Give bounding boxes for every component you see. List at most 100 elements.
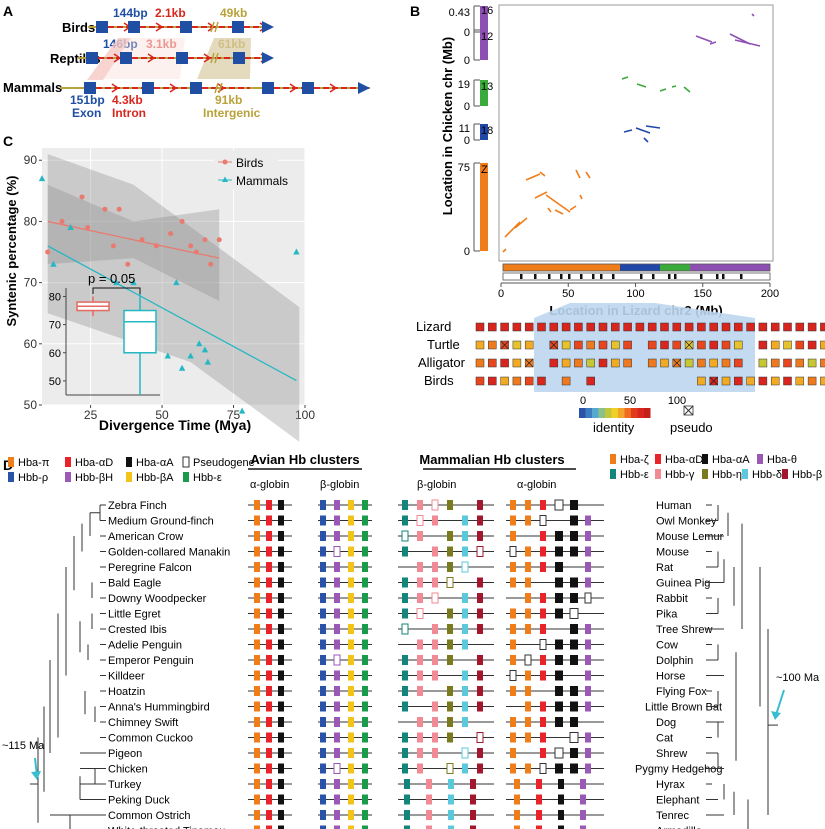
identity-cell xyxy=(807,340,817,350)
mammal-beta-gene xyxy=(432,515,438,526)
synteny-segment xyxy=(643,137,649,143)
identity-gradient-step xyxy=(585,408,592,418)
avian-alpha-gene xyxy=(254,794,260,805)
mammal-alpha-gene xyxy=(585,577,591,588)
mammal-beta-gene xyxy=(447,686,453,696)
mammal-alpha-gene xyxy=(510,655,516,665)
identity-cell xyxy=(537,376,546,386)
avian-legend-label: Hba-αD xyxy=(75,457,113,469)
avian-beta-gene xyxy=(348,515,354,526)
identity-cell xyxy=(795,376,805,386)
mammal-beta-gene xyxy=(477,655,483,665)
synteny-segment xyxy=(525,173,541,181)
mammal-alpha-gene xyxy=(585,686,591,696)
identity-cell xyxy=(758,376,768,386)
identity-cell xyxy=(500,358,509,368)
mammal-alpha-gene xyxy=(539,515,547,526)
avian-alpha-gene xyxy=(266,500,272,510)
mammal-alpha-gene xyxy=(558,825,564,829)
avian-beta-gene xyxy=(334,748,340,758)
identity-cell xyxy=(475,376,485,386)
mammal-alpha-gene xyxy=(570,593,578,603)
exon-box xyxy=(232,21,244,33)
mammal-alpha-gene xyxy=(555,701,563,712)
chromosome-bar xyxy=(480,6,488,32)
identity-cell xyxy=(697,358,706,368)
bird-species-name: White-throated Tinamou xyxy=(108,826,225,829)
synteny-segment xyxy=(621,76,629,80)
identity-tick: 0 xyxy=(580,395,586,407)
avian-alpha-gene xyxy=(266,562,272,572)
mammal-alpha-gene xyxy=(540,500,546,510)
mammal-alpha-gene xyxy=(514,794,520,805)
mammal-species-name: Pika xyxy=(656,609,678,621)
panel-a-letter: A xyxy=(3,3,13,19)
mammal-beta-gene xyxy=(462,763,468,774)
exon-box xyxy=(128,21,140,33)
identity-cell xyxy=(758,358,768,368)
identity-cell xyxy=(586,322,595,332)
bird-species-name: Chicken xyxy=(108,764,148,776)
identity-cell xyxy=(512,322,522,332)
mammal-beta-gene xyxy=(448,779,454,789)
mammal-alpha-gene xyxy=(570,686,578,696)
intron-arrow xyxy=(147,53,156,63)
birds-point xyxy=(116,206,122,212)
avian-beta-gene xyxy=(320,794,326,805)
lizard-chr2-bar xyxy=(502,263,771,281)
mammal-beta-gene xyxy=(462,593,468,603)
break-mark xyxy=(214,21,219,33)
mammal-beta-gene xyxy=(448,825,454,829)
gene-tick xyxy=(722,274,725,279)
synteny-segment xyxy=(547,207,552,213)
synteny-segment xyxy=(534,191,548,199)
mammal-beta-header: β-globin xyxy=(417,479,456,491)
avian-alpha-gene xyxy=(278,531,284,541)
avian-alpha-gene xyxy=(266,810,272,820)
mammal-legend-label: Hbb-ε xyxy=(620,469,649,481)
identity-label: identity xyxy=(593,420,635,435)
mammal-alpha-gene xyxy=(540,701,546,712)
avian-legend-swatch xyxy=(8,472,14,482)
avian-beta-gene xyxy=(320,686,326,696)
identity-cell xyxy=(475,358,485,368)
identity-cell xyxy=(598,322,608,332)
identity-cell xyxy=(734,358,743,368)
birds-point xyxy=(202,237,208,243)
avian-beta-gene xyxy=(334,779,340,789)
mammal-legend-swatch xyxy=(655,469,661,479)
mammal-beta-gene xyxy=(431,499,439,511)
panel-b-letter: B xyxy=(410,3,420,19)
bird-phylogeny xyxy=(30,504,106,829)
mammal-beta-gene xyxy=(447,562,453,572)
gene-tick xyxy=(568,274,571,279)
identity-gradient-step xyxy=(611,408,618,418)
mammal-divergence-label: ~100 Ma xyxy=(776,672,820,684)
avian-beta-gene xyxy=(334,686,340,696)
mammal-alpha-gene xyxy=(555,670,563,681)
mammal-alpha-gene xyxy=(525,686,531,696)
identity-cell xyxy=(598,358,608,368)
avian-alpha-gene xyxy=(266,639,272,650)
mammal-beta-gene xyxy=(447,639,453,650)
avian-alpha-gene xyxy=(254,825,260,829)
mammal-alpha-gene xyxy=(540,562,546,572)
mammal-alpha-gene xyxy=(539,763,547,774)
intron-arrow xyxy=(329,83,338,93)
birds-point xyxy=(208,261,214,267)
pseudo-mark xyxy=(672,358,682,368)
legend-intron: Intron xyxy=(112,106,146,120)
birds-point xyxy=(85,225,91,231)
avian-legend-swatch xyxy=(126,472,132,482)
mammal-legend-swatch xyxy=(782,469,788,479)
birds-point xyxy=(45,249,51,255)
identity-cell xyxy=(807,322,817,332)
mammal-species-name: Tree Shrew xyxy=(656,624,713,636)
identity-cell xyxy=(574,358,583,368)
mammal-beta-gene xyxy=(448,794,454,805)
chromosome-top-tick: 11 xyxy=(459,123,470,135)
synteny-segment xyxy=(579,194,583,200)
avian-beta-gene xyxy=(333,546,341,557)
avian-beta-gene xyxy=(334,732,340,743)
mammal-alpha-gene xyxy=(525,624,531,634)
